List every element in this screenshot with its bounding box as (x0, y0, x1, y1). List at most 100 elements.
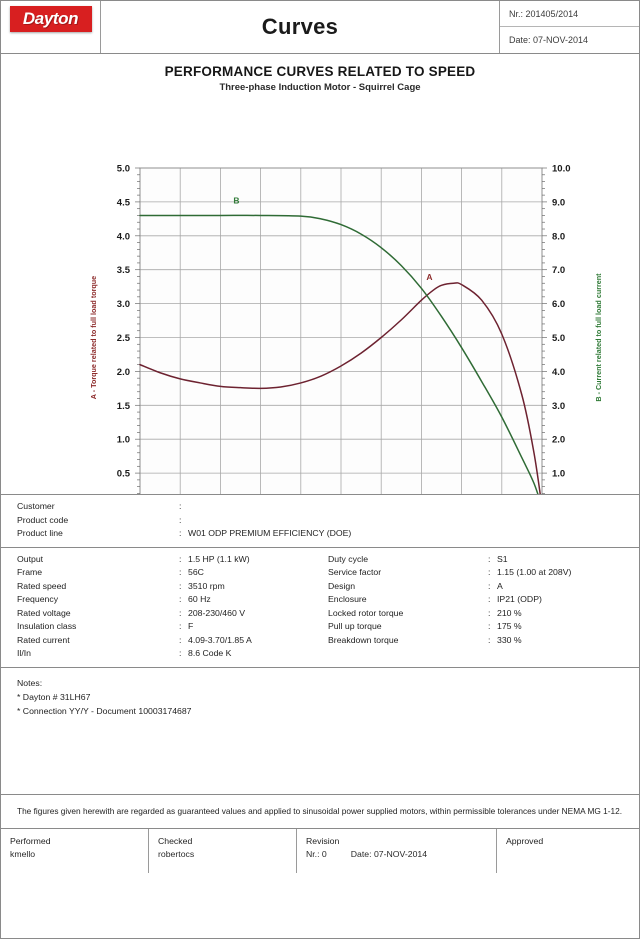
checked-value: robertocs (158, 848, 195, 859)
chart-plot-area: 0.00.51.01.52.02.53.03.54.04.55.00.01.02… (1, 54, 639, 494)
svg-text:B: B (233, 196, 239, 206)
spec-sep: : (179, 553, 182, 564)
spec-value: 330 % (497, 634, 522, 645)
dayton-logo: Dayton (9, 6, 92, 32)
spec-value: S1 (497, 553, 508, 564)
identity-key: Customer (17, 501, 55, 511)
spec-key: Rated current (17, 634, 70, 645)
svg-text:2.5: 2.5 (117, 333, 131, 344)
spec-row: Duty cycle: S1 (320, 553, 639, 567)
spec-key: Enclosure (328, 594, 367, 604)
spec-value: 208-230/460 V (188, 607, 245, 618)
svg-text:2.0: 2.0 (117, 367, 130, 378)
header-meta: Nr.: 201405/2014 Date: 07-NOV-2014 (499, 1, 639, 53)
approved-label: Approved (506, 835, 544, 846)
spec-sep: : (488, 567, 491, 577)
document-date-row: Date: 07-NOV-2014 (500, 27, 639, 53)
svg-text:3.0: 3.0 (117, 299, 130, 310)
svg-text:6.0: 6.0 (552, 299, 565, 310)
spec-value: 210 % (497, 607, 522, 618)
svg-text:1.5: 1.5 (117, 401, 131, 412)
svg-text:3.5: 3.5 (117, 265, 131, 276)
performed-value: kmello (10, 848, 36, 859)
identity-value (188, 514, 639, 528)
svg-text:A - Torque related to full loa: A - Torque related to full load torque (89, 276, 98, 399)
spec-key: Frame (17, 567, 43, 577)
revision-date: Date: 07-NOV-2014 (350, 848, 428, 859)
date-value: 07-NOV-2014 (533, 35, 589, 45)
spec-row: Rated speed:3510 rpm (1, 580, 320, 594)
identity-sep: : (179, 514, 182, 525)
spec-sep: : (179, 580, 182, 591)
spec-value: 1.15 (1.00 at 208V) (497, 567, 572, 577)
spec-key: Duty cycle (328, 553, 369, 564)
spec-sep: : (488, 621, 491, 631)
notes-line-1: * Dayton # 31LH67 (17, 691, 91, 702)
spec-row: Breakdown torque:330 % (320, 634, 639, 648)
spec-row: Service factor:1.15 (1.00 at 208V) (320, 566, 639, 580)
identity-sep: : (179, 501, 182, 511)
spec-sep: : (179, 634, 182, 645)
spec-sep: : (488, 634, 491, 645)
spec-value: 175 % (497, 621, 522, 631)
spec-sep: : (488, 580, 491, 591)
dayton-logo-text: Dayton (22, 9, 79, 28)
spec-value: 60 Hz (188, 594, 211, 604)
spec-value: 3510 rpm (188, 580, 225, 591)
chart-title: PERFORMANCE CURVES RELATED TO SPEED (164, 64, 476, 79)
notes-section: Notes: * Dayton # 31LH67 * Connection YY… (1, 668, 639, 795)
spec-value: F (188, 621, 194, 631)
spec-key: Il/In (17, 648, 32, 658)
spec-value: A (497, 580, 503, 591)
page-header: Dayton Curves Nr.: 201405/2014 Date: 07-… (1, 1, 639, 54)
svg-text:B - Current related to full lo: B - Current related to full load current (594, 273, 603, 402)
spec-value: 8.6 Code K (188, 648, 232, 658)
disclaimer-text: The figures given herewith are regarded … (17, 805, 623, 816)
spec-key: Breakdown torque (328, 634, 399, 645)
footer-approved: Approved (497, 829, 639, 873)
identity-value (188, 500, 639, 514)
spec-row: Locked rotor torque:210 % (320, 607, 639, 621)
spec-key: Rated speed (17, 580, 67, 591)
chart-svg: 0.00.51.01.52.02.53.03.54.04.55.00.01.02… (89, 164, 603, 494)
identity-row: Product line : W01 ODP PREMIUM EFFICIENC… (1, 527, 639, 541)
spec-sep: : (179, 648, 182, 658)
spec-row: Frame:56C (1, 566, 320, 580)
svg-text:2.0: 2.0 (552, 435, 565, 446)
spec-key: Service factor (328, 567, 382, 577)
svg-text:8.0: 8.0 (552, 231, 565, 242)
identity-row: Product code : (1, 514, 639, 528)
identity-section: Customer : Product code : Product line :… (1, 495, 639, 548)
signoff-footer: Performed kmello Checked robertocs Revis… (1, 828, 639, 873)
performance-chart: PERFORMANCE CURVES RELATED TO SPEED Thre… (1, 54, 639, 495)
svg-text:10.0: 10.0 (552, 164, 571, 175)
spec-value: 56C (188, 567, 204, 577)
svg-text:1.0: 1.0 (552, 469, 565, 480)
date-label: Date: (509, 35, 531, 45)
svg-text:7.0: 7.0 (552, 265, 565, 276)
spec-row: Enclosure: IP21 (ODP) (320, 593, 639, 607)
spec-row: Frequency:60 Hz (1, 593, 320, 607)
svg-text:A: A (426, 272, 432, 282)
checked-label: Checked (158, 835, 193, 846)
spec-row: Output:1.5 HP (1.1 kW) (1, 553, 320, 567)
revision-number: Nr.: 0 (306, 848, 327, 859)
identity-value: W01 ODP PREMIUM EFFICIENCY (DOE) (188, 528, 352, 538)
spec-key: Frequency (17, 594, 59, 604)
specifications-section: Output:1.5 HP (1.1 kW) Frame:56C Rated s… (1, 548, 639, 668)
spec-sep: : (179, 567, 182, 577)
identity-key: Product line (17, 528, 63, 538)
identity-key: Product code (17, 514, 69, 525)
svg-text:3.0: 3.0 (552, 401, 565, 412)
performed-label: Performed (10, 835, 51, 846)
svg-text:4.5: 4.5 (117, 197, 131, 208)
spec-key: Locked rotor torque (328, 607, 404, 618)
specs-column-right: Duty cycle: S1 Service factor:1.15 (1.00 … (320, 553, 639, 661)
svg-text:0.5: 0.5 (117, 469, 131, 480)
spec-sep: : (179, 594, 182, 604)
revision-label: Revision (306, 835, 340, 846)
spec-row: Il/In:8.6 Code K (1, 647, 320, 661)
spec-value: 4.09-3.70/1.85 A (188, 634, 252, 645)
spec-sep: : (488, 553, 491, 564)
